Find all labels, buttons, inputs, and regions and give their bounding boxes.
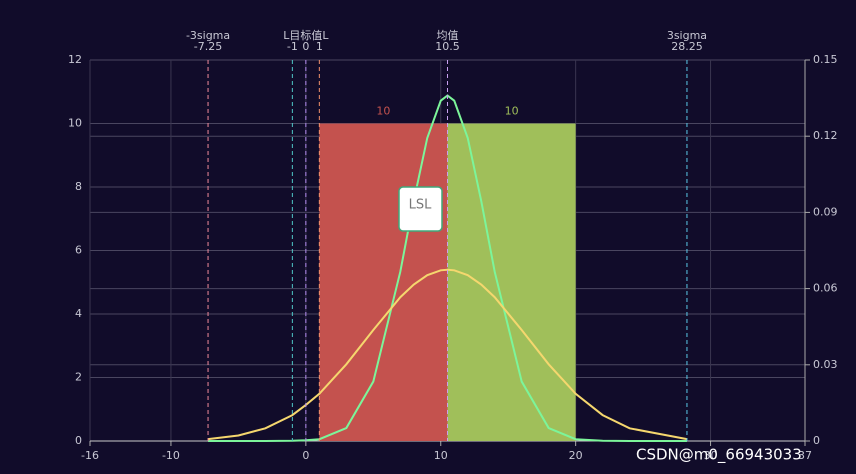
x-tick-label: 37 — [798, 449, 812, 462]
mark-line-name: 均值 — [437, 29, 459, 42]
y-tick-label: 4 — [75, 307, 82, 320]
tooltip-box — [398, 186, 443, 232]
y-tick-label: 10 — [68, 117, 82, 130]
mark-line-name: -3sigma — [186, 29, 230, 42]
mark-line-value: 0 — [302, 40, 309, 53]
curve — [207, 268, 688, 441]
x-tick-label: 10 — [434, 449, 448, 462]
y2-tick-label: 0.06 — [813, 282, 838, 295]
x-tick-label: -16 — [81, 449, 99, 462]
bar — [447, 123, 576, 441]
y-tick-label: 12 — [68, 53, 82, 66]
y-tick-label: 0 — [75, 434, 82, 447]
y2-tick-label: 0.12 — [813, 129, 838, 142]
annotation: L目标值L — [283, 28, 329, 42]
mark-line-value: 28.25 — [671, 40, 703, 53]
bar-label: 10 — [505, 105, 519, 118]
x-tick-label: -10 — [162, 449, 180, 462]
y2-tick-label: 0.09 — [813, 205, 838, 218]
tooltip: LSL — [409, 198, 432, 213]
mark-line-value: -7.25 — [194, 40, 222, 53]
x-tick-label: 30 — [704, 449, 718, 462]
y2-tick-label: 0 — [813, 434, 820, 447]
x-tick-label: 20 — [569, 449, 583, 462]
watermark: CSDN@m0_66943033 — [636, 446, 802, 465]
y2-tick-label: 0.15 — [813, 53, 838, 66]
y2-tick-label: 0.03 — [813, 358, 838, 371]
mark-line-value: 10.5 — [435, 40, 460, 53]
mark-line-value: 1 — [316, 40, 323, 53]
bar-label: 10 — [376, 105, 390, 118]
mark-line-value: -1 — [287, 40, 298, 53]
bar — [319, 123, 448, 441]
y-tick-label: 6 — [75, 244, 82, 257]
y-tick-label: 2 — [75, 371, 82, 384]
curve — [208, 94, 687, 442]
y-tick-label: 8 — [75, 180, 82, 193]
mark-line-name: 3sigma — [667, 29, 707, 42]
x-tick-label: 0 — [302, 449, 309, 462]
